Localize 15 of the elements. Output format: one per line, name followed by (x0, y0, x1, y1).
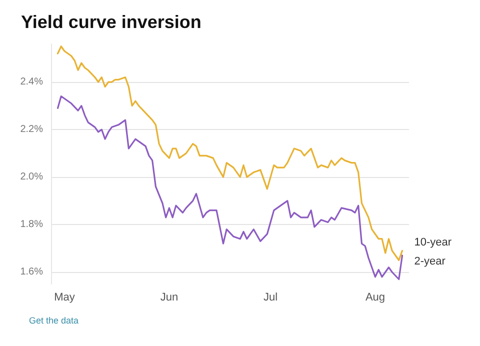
y-tick-label: 1.8% (20, 219, 44, 230)
series-label: 2-year (414, 255, 446, 268)
y-tick-label: 2.2% (20, 124, 44, 136)
chart-title: Yield curve inversion (21, 12, 202, 32)
line-series (56, 95, 404, 280)
x-tick-label: Aug (365, 292, 386, 304)
x-tick-label: Jul (263, 292, 278, 304)
x-tick-label: Jun (160, 292, 178, 304)
line-series (56, 46, 404, 262)
x-tick-label: May (54, 292, 76, 304)
text: Get the data (29, 316, 79, 326)
y-tick-label: 2.4% (20, 76, 44, 88)
y-tick-label: 1.6% (20, 266, 44, 278)
y-tick-label: 2.0% (20, 172, 44, 183)
series-label: 10-year (414, 236, 452, 249)
